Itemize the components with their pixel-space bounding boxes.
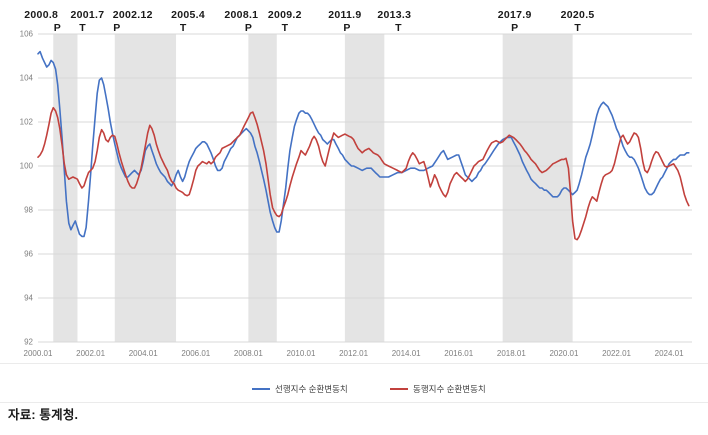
- cycle-trough-date-label: 2020.5: [561, 9, 595, 21]
- cycle-trough-marker: T: [395, 22, 402, 34]
- x-axis-tick-label: 2014.01: [392, 349, 421, 358]
- x-axis-tick-label: 2012.01: [339, 349, 368, 358]
- coincident-series-line: [37, 106, 690, 241]
- y-axis-tick-label: 94: [24, 294, 33, 303]
- x-axis-tick-label: 2010.01: [287, 349, 316, 358]
- cycle-peak-marker: P: [511, 22, 518, 34]
- cycle-peak-date-label: 2008.1: [224, 9, 258, 21]
- x-axis-tick-label: 2008.01: [234, 349, 263, 358]
- cycle-peak-date-label: 2017.9: [498, 9, 532, 21]
- coincident-legend-label: 동행지수 순환변동치: [413, 384, 486, 394]
- y-axis-tick-label: 106: [20, 30, 34, 39]
- x-axis-tick-label: 2016.01: [444, 349, 473, 358]
- y-axis-tick-label: 102: [20, 118, 34, 127]
- y-axis-tick-label: 96: [24, 250, 33, 259]
- x-axis-tick-label: 2002.01: [76, 349, 105, 358]
- cycle-trough-marker: T: [180, 22, 187, 34]
- cycle-chart: 92 94 96 98 100 102 104 106 2000.01 2002.01 2004.0…: [0, 9, 708, 403]
- cycle-peak-date-label: 2011.9: [328, 9, 361, 21]
- recession-band: [114, 34, 177, 342]
- recession-band: [344, 34, 385, 342]
- y-axis-tick-label: 104: [20, 74, 34, 83]
- x-axis-tick-label: 2000.01: [24, 349, 53, 358]
- cycle-trough-date-label: 2001.7: [70, 9, 104, 21]
- cycle-peak-date-label: 2000.8: [24, 9, 58, 21]
- cycle-trough-date-label: 2013.3: [377, 9, 411, 21]
- cycle-peak-marker: P: [343, 22, 350, 34]
- recession-band: [248, 34, 277, 342]
- source-note: 자료: 통계청.: [8, 408, 79, 422]
- x-axis-tick-label: 2004.01: [129, 349, 158, 358]
- x-axis-tick-label: 2006.01: [181, 349, 210, 358]
- cycle-peak-marker: P: [245, 22, 252, 34]
- cycle-peak-marker: P: [54, 22, 61, 34]
- x-axis-tick-label: 2020.01: [549, 349, 578, 358]
- cycle-trough-date-label: 2009.2: [268, 9, 302, 21]
- y-axis-tick-label: 92: [24, 338, 33, 347]
- x-axis-tick-label: 2018.01: [497, 349, 526, 358]
- cycle-peak-date-label: 2002.12: [113, 9, 153, 21]
- cycle-trough-marker: T: [282, 22, 289, 34]
- y-axis-tick-label: 98: [24, 206, 33, 215]
- recession-band: [502, 34, 573, 342]
- cycle-peak-marker: P: [113, 22, 120, 34]
- cycle-trough-marker: T: [79, 22, 86, 34]
- x-axis-tick-label: 2022.01: [602, 349, 631, 358]
- cycle-trough-marker: T: [574, 22, 581, 34]
- x-axis-tick-label: 2024.01: [655, 349, 684, 358]
- y-axis-tick-label: 100: [20, 162, 34, 171]
- leading-legend-label: 선행지수 순환변동치: [275, 384, 348, 394]
- cycle-trough-date-label: 2005.4: [171, 9, 205, 21]
